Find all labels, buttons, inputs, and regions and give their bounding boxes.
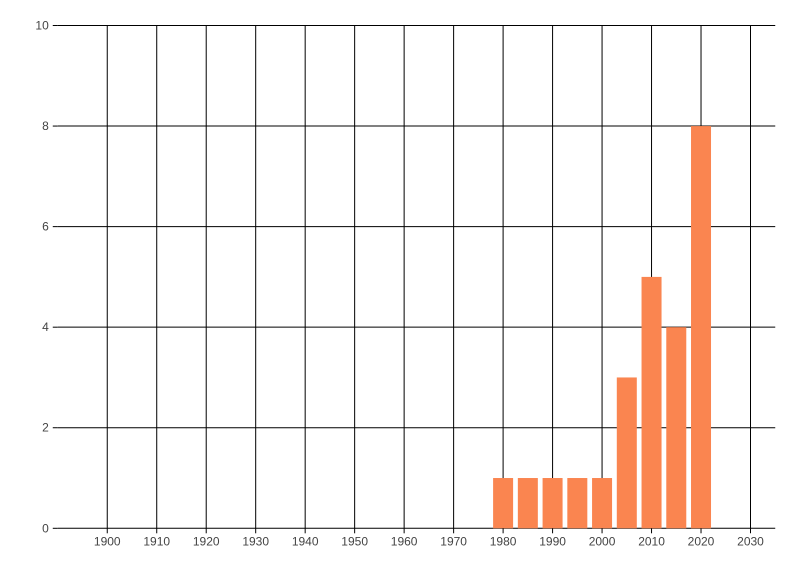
svg-text:1910: 1910: [143, 534, 170, 548]
svg-text:1960: 1960: [391, 534, 418, 548]
svg-text:1940: 1940: [292, 534, 319, 548]
svg-text:2000: 2000: [589, 534, 616, 548]
svg-text:1990: 1990: [539, 534, 566, 548]
svg-text:10: 10: [35, 19, 49, 33]
svg-text:1900: 1900: [94, 534, 121, 548]
svg-text:1950: 1950: [341, 534, 368, 548]
svg-text:2010: 2010: [638, 534, 665, 548]
svg-text:0: 0: [42, 521, 49, 535]
svg-text:6: 6: [42, 220, 49, 234]
svg-text:1930: 1930: [242, 534, 269, 548]
svg-text:1980: 1980: [490, 534, 517, 548]
svg-text:2020: 2020: [688, 534, 715, 548]
svg-text:8: 8: [42, 119, 49, 133]
svg-text:2030: 2030: [737, 534, 764, 548]
svg-text:2: 2: [42, 421, 49, 435]
svg-text:1970: 1970: [440, 534, 467, 548]
svg-text:1920: 1920: [193, 534, 220, 548]
svg-text:4: 4: [42, 320, 49, 334]
